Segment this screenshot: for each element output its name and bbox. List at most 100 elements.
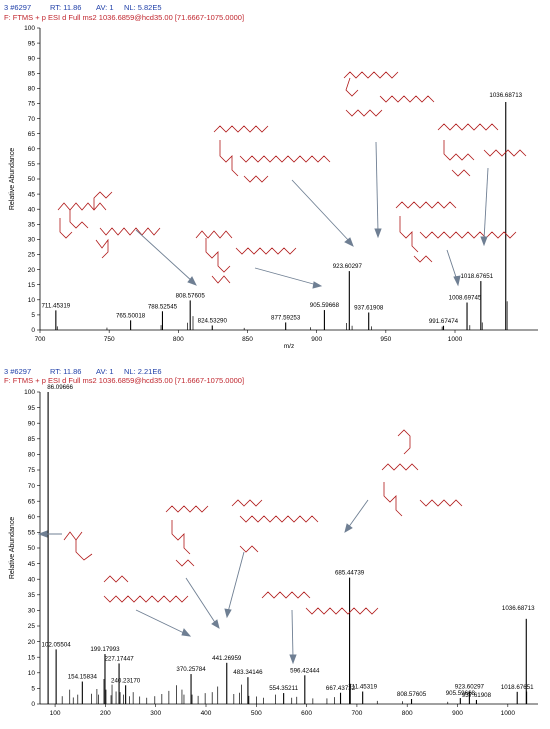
arrow-icon [185,577,220,629]
panel2-scan: 3 #6297 [4,367,31,376]
structure-sketch-3 [213,125,331,183]
y-tick-label: 95 [28,40,36,47]
peak-label: 1018.67651 [460,273,493,280]
y-tick-label: 50 [28,176,36,183]
y-tick-label: 75 [28,467,36,474]
x-tick-label: 1000 [501,710,516,717]
y-tick-label: 5 [31,312,35,319]
panel2-header: 3 #6297 RT: 11.86 AV: 1 NL: 2.21E6 F: FT… [4,367,244,385]
y-tick-label: 30 [28,608,36,615]
arrow-icon [480,167,489,247]
arrow-icon [135,229,197,286]
y-tick-label: 75 [28,101,36,108]
x-tick-label: 900 [452,710,463,717]
panel1-rt: RT: 11.86 [50,3,81,12]
structure-sketch-4 [343,71,435,117]
y-tick-label: 40 [28,576,36,583]
x-tick-label: 600 [301,710,312,717]
peak-label: 923.60297 [455,684,485,691]
panel1-nl: NL: 5.82E5 [124,3,162,12]
peak-label: 240.23170 [111,677,141,684]
structure-sketch-1 [57,191,161,259]
y-tick-label: 45 [28,191,36,198]
panel1-scan: 3 #6297 [4,3,31,12]
panel1-av: AV: 1 [96,3,114,12]
x-tick-label: 1000 [448,336,463,343]
arrow-icon [37,530,62,538]
arrow-icon [374,141,382,239]
x-tick-label: 900 [311,336,322,343]
y-tick-label: 0 [31,701,35,708]
arrow-icon [446,249,461,287]
x-tick-label: 700 [351,710,362,717]
y-tick-label: 100 [24,389,35,396]
arrow-icon [289,609,297,665]
y-tick-label: 60 [28,146,36,153]
y-tick-label: 20 [28,639,36,646]
x-tick-label: 750 [104,336,115,343]
panel2-nl: NL: 2.21E6 [124,367,162,376]
structure-sketch-7 [63,531,93,561]
arrow-icon [254,267,323,289]
y-tick-label: 90 [28,420,36,427]
peak-label: 86.09666 [47,384,73,391]
peak-label: 441.26959 [212,655,242,662]
peak-label: 905.59668 [446,690,476,697]
x-tick-label: 300 [150,710,161,717]
x-tick-label: 800 [173,336,184,343]
peak-label: 937.61908 [462,692,492,699]
peak-label: 1008.69745 [449,295,482,302]
structure-sketch-8 [103,575,189,603]
arrow-icon [344,499,369,533]
peak-label: 877.59253 [271,314,301,321]
y-tick-label: 80 [28,86,36,93]
structure-sketch-6 [395,201,517,263]
peak-label: 1018.67651 [501,684,534,691]
y-tick-label: 50 [28,545,36,552]
structure-sketch-2 [195,230,297,284]
peak-label: 808.57605 [176,292,206,299]
peak-label: 711.45319 [348,684,377,691]
panel2-arrows [37,499,369,665]
peak-label: 685.44739 [335,570,365,577]
spectrum-chart-1: 0 5 10 15 20 25 30 35 40 45 50 55 60 65 70 75 80 85 90 95 10… [9,25,538,350]
y-tick-label: 45 [28,561,36,568]
x-axis-title: m/z [284,343,294,350]
y-tick-label: 40 [28,206,36,213]
x-tick-label: 800 [402,710,413,717]
y-tick-label: 35 [28,592,36,599]
y-axis-title: Relative Abundance [9,148,16,210]
y-tick-label: 90 [28,55,36,62]
arrow-icon [224,551,245,619]
structure-sketch-11 [261,591,379,615]
y-tick-label: 5 [31,686,35,693]
panel2-filter: F: FTMS + p ESI d Full ms2 1036.6859@hcd… [4,376,244,385]
peak-label: 824.53290 [198,317,228,324]
y-tick-label: 85 [28,436,36,443]
y-tick-label: 95 [28,405,36,412]
structure-sketch-10 [231,499,319,553]
arrow-icon [135,609,192,637]
peak-label: 227.17447 [104,655,134,662]
x-tick-label: 200 [100,710,111,717]
y-tick-label: 65 [28,498,36,505]
y-tick-label: 55 [28,161,36,168]
y-tick-label: 20 [28,267,36,274]
x-tick-label: 850 [242,336,253,343]
y-tick-label: 70 [28,116,36,123]
y-tick-label: 80 [28,452,36,459]
y-tick-label: 10 [28,297,36,304]
y-tick-label: 85 [28,71,36,78]
y-tick-label: 60 [28,514,36,521]
y-tick-label: 25 [28,623,36,630]
peak-label: 991.67474 [429,318,459,325]
structure-sketch-12 [381,429,463,517]
peak-label: 102.05504 [41,641,71,648]
peak-label: 199.17993 [90,646,120,653]
y-tick-label: 0 [31,327,35,334]
peak-label: 711.45319 [41,302,70,309]
y-tick-label: 70 [28,483,36,490]
panel1-header: 3 #6297 RT: 11.86 AV: 1 NL: 5.82E5 F: FT… [4,3,244,22]
panel1-arrows [135,141,489,289]
